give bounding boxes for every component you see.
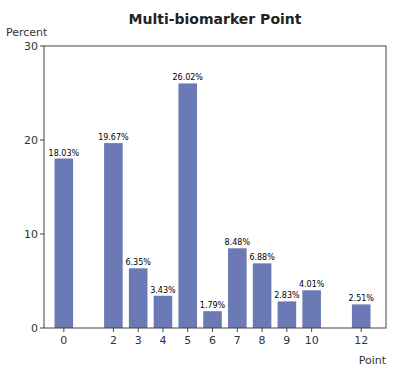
bar [104,143,123,328]
bar [55,159,74,328]
x-tick [311,328,312,332]
data-label: 4.01% [299,280,325,289]
bar [129,268,148,328]
data-label: 6.88% [249,253,275,262]
x-tick-label: 12 [354,334,368,347]
bars [55,83,371,328]
data-label: 19.67% [98,133,129,142]
x-tick-label: 7 [234,334,241,347]
bar [302,290,321,328]
x-axis-label: Point [359,354,387,367]
data-label: 2.83% [274,291,300,300]
data-label: 1.79% [200,301,226,310]
bar [178,83,197,328]
y-tick-label: 10 [24,228,38,241]
x-tick-label: 5 [184,334,191,347]
y-tick [40,140,44,141]
data-label: 8.48% [225,238,251,247]
data-label: 26.02% [172,73,203,82]
bar [228,248,247,328]
bar [352,304,371,328]
x-tick-label: 8 [259,334,266,347]
x-tick-label: 2 [110,334,117,347]
title: Multi-biomarker Point [129,11,302,27]
x-tick-label: 0 [60,334,67,347]
x-tick [212,328,213,332]
x-tick-label: 9 [283,334,290,347]
x-tick [187,328,188,332]
data-label: 18.03% [49,149,80,158]
x-tick [286,328,287,332]
bar [253,263,272,328]
bar [278,301,297,328]
x-tick-label: 3 [135,334,142,347]
y-tick [40,234,44,235]
data-label: 6.35% [125,258,151,267]
y-axis-label: Percent [6,26,48,39]
y-tick [40,328,44,329]
data-label: 2.51% [349,294,375,303]
x-tick-label: 4 [159,334,166,347]
y-tick-label: 0 [31,322,38,335]
x-tick [237,328,238,332]
x-tick-label: 10 [305,334,319,347]
y-tick-label: 30 [24,40,38,53]
x-tick [361,328,362,332]
data-label: 3.43% [150,286,176,295]
x-tick [63,328,64,332]
y-tick-label: 20 [24,134,38,147]
x-tick-label: 6 [209,334,216,347]
x-tick [113,328,114,332]
x-tick [162,328,163,332]
y-tick [40,46,44,47]
x-tick [138,328,139,332]
bar [154,296,173,328]
x-tick [262,328,263,332]
chart: Multi-biomarker Point Percent Point 18.03% 1… [0,0,400,372]
bar [203,311,222,328]
plot-frame [44,46,386,328]
